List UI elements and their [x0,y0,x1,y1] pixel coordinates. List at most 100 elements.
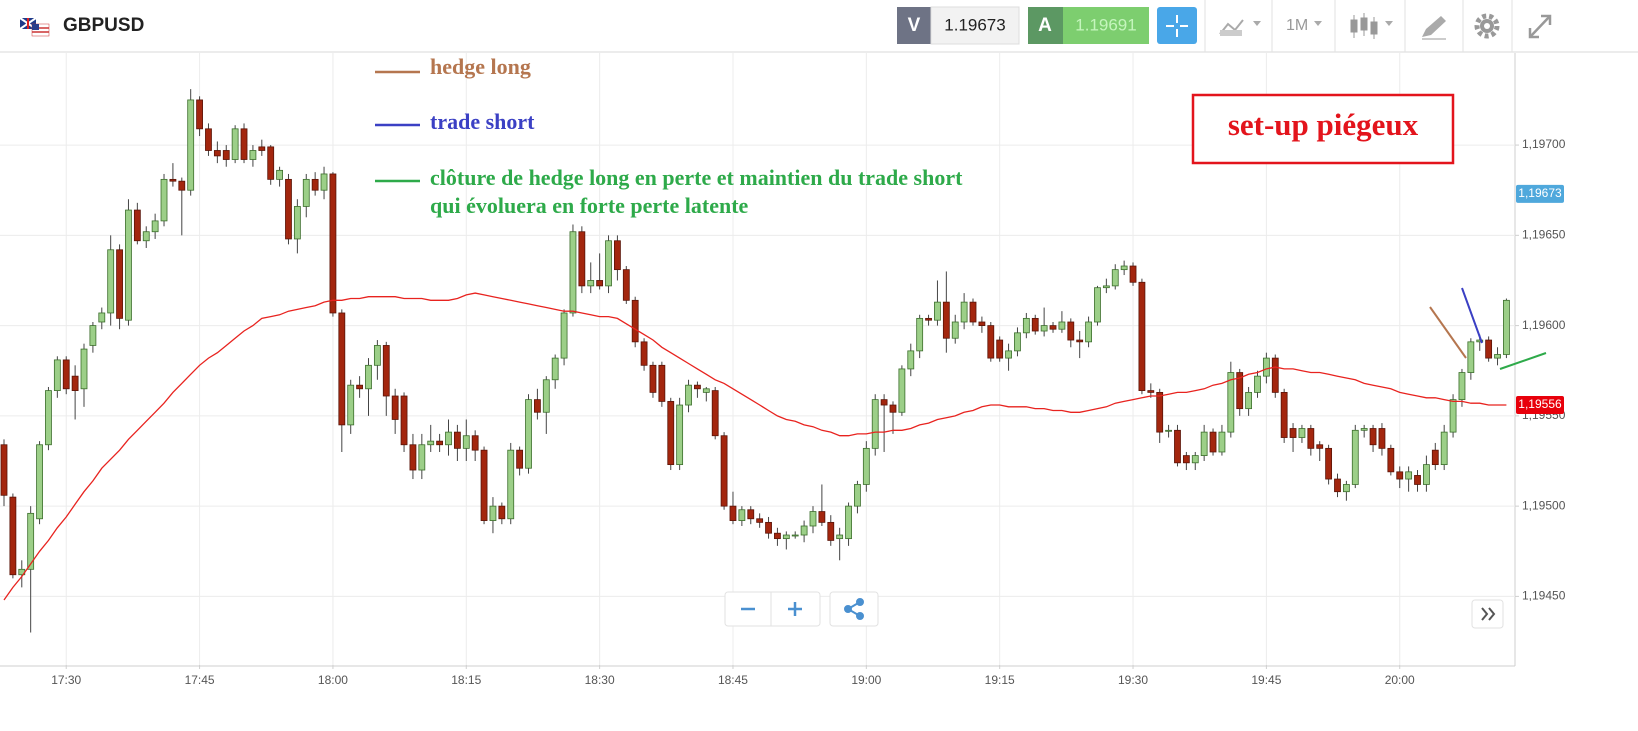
candle-body [1085,321,1092,343]
candle-body [836,534,844,540]
x-tick-label: 18:30 [585,673,615,687]
candle-body [898,368,906,413]
candle-body [1227,372,1235,433]
candle-body [934,301,941,321]
bid-button[interactable] [897,7,931,44]
chart-type-button[interactable] [1219,19,1261,36]
zoom-in-button[interactable] [788,602,802,616]
candle-body [427,440,435,446]
share-button[interactable] [844,598,864,620]
candle-body [498,505,506,520]
candle-body [71,375,79,391]
candle-body [391,395,399,420]
candle-body [107,249,115,314]
candle-body [542,379,550,413]
price-label-box [1516,396,1564,415]
candle-body [534,399,541,413]
candle-body [27,512,35,570]
candle-body [311,178,319,191]
candle-body [231,128,239,160]
candle-body [1245,391,1252,410]
candle-body [116,249,123,319]
candle-type-button[interactable] [1350,13,1393,39]
candle-body [133,209,141,242]
candle-body [356,384,364,390]
zoom-controls [724,591,1504,629]
annotation-text: hedge long [430,54,531,79]
annotation-text: trade short [430,109,535,134]
candle-body [89,325,97,346]
share-group [829,591,879,627]
x-tick-label: 18:15 [451,673,481,687]
candle-body [213,150,221,157]
price-label: 1,19673 [1518,186,1562,200]
candle-body [1022,317,1030,334]
candle-body [267,146,275,180]
candle-body [640,341,648,366]
crosshair-button[interactable] [1157,7,1197,44]
candle-body [160,178,168,222]
candle-body [1334,478,1341,493]
candle-body [1369,428,1377,446]
bid-price: 1.19673 [944,15,1005,34]
price-label: 1,19556 [1518,397,1562,411]
candle-body [365,364,372,390]
candle-body [702,388,710,393]
candle-body [1271,357,1279,393]
moving-average-line [3,292,1507,601]
candle-body [151,220,159,233]
y-tick-label: 1,19450 [1522,589,1566,603]
candle-body [36,444,43,520]
candle-body [818,511,826,523]
bid-box [930,6,1020,45]
candle-body [1067,321,1075,341]
candle-body [747,509,755,520]
candle-body [1138,281,1146,391]
ask-button[interactable] [1028,7,1063,44]
candle-body [1414,475,1421,485]
x-tick-label: 19:45 [1251,673,1281,687]
candle-body [587,280,595,287]
candle-body [605,240,612,287]
candle-body [1031,317,1039,332]
candle-body [676,404,684,466]
candle-body [1058,321,1066,330]
candle-body [1467,341,1475,373]
candle-body [578,231,586,287]
candle-body [1218,431,1226,453]
candle-body [711,390,719,437]
candle-body [329,173,337,314]
annotation-box [1191,93,1455,165]
candle-body [560,312,568,359]
timeframe[interactable]: 1M [1286,17,1308,34]
candle-body [871,399,879,449]
candle-body [400,395,408,446]
candle-body [1387,447,1395,473]
candle-body [791,534,799,537]
candle-body [258,146,266,151]
settings-button[interactable] [1474,13,1500,39]
candle-body [1236,372,1244,410]
candle-body [285,178,292,240]
candle-body [658,364,666,402]
fullscreen-button[interactable] [1528,14,1552,39]
x-tick-label: 18:45 [718,673,748,687]
candle-body [240,128,248,160]
candle-body [1191,455,1199,464]
candle-body [1405,471,1413,480]
price-label-box [1516,184,1564,203]
candle-body [845,505,852,540]
candle-body [1351,429,1359,485]
x-tick-label: 17:45 [185,673,215,687]
ask-box [1063,7,1149,44]
candle-body [1102,285,1110,289]
candle-body [1129,265,1137,283]
annotations: hedge long trade short clôture de hedge lo… [375,54,1455,218]
candle-body [1254,375,1261,393]
candle-body [418,444,426,471]
candle-body [756,518,764,523]
candle-body [916,317,924,352]
draw-tool-button[interactable] [1422,16,1446,40]
candle-body [453,431,461,449]
candle-body [1360,428,1368,431]
